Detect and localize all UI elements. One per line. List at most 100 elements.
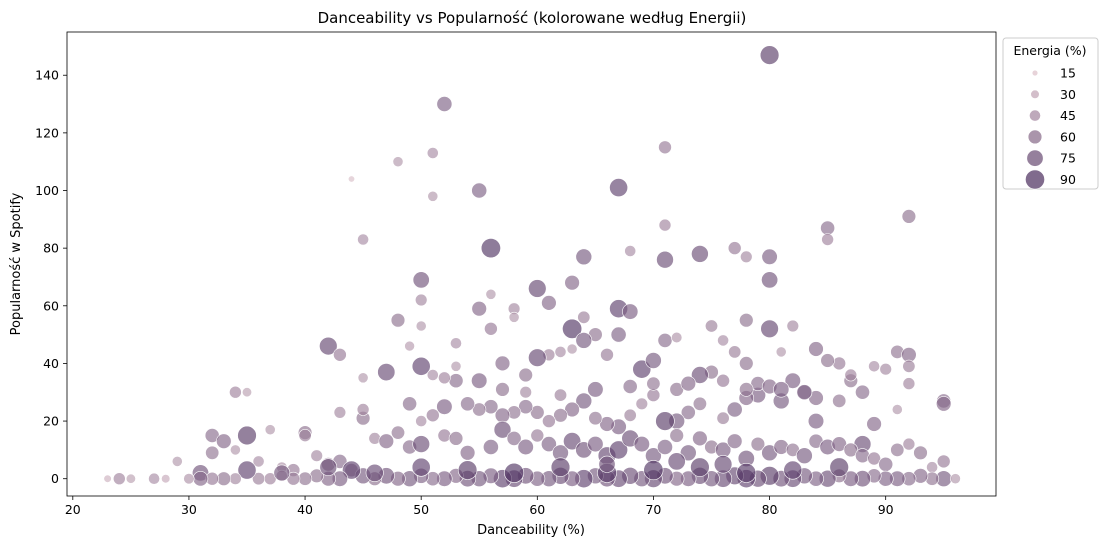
data-point [459, 445, 476, 461]
data-point [252, 455, 265, 468]
data-point [448, 373, 464, 389]
data-point [310, 449, 323, 462]
data-point [807, 413, 825, 430]
data-point [402, 396, 417, 412]
data-point [588, 411, 603, 426]
data-point [541, 436, 557, 452]
data-point [404, 340, 415, 352]
legend-item: 75 [1026, 149, 1076, 167]
x-tick-label: 80 [762, 502, 778, 517]
legend-marker [1025, 169, 1045, 190]
data-point [761, 271, 779, 289]
data-point [377, 363, 396, 382]
data-point [237, 460, 257, 480]
data-point [427, 190, 439, 202]
data-point [471, 372, 488, 389]
x-tick-label: 90 [878, 502, 894, 517]
data-point [902, 437, 916, 451]
data-point [633, 436, 650, 453]
data-point [483, 399, 499, 415]
data-point [415, 293, 428, 307]
data-point [587, 436, 604, 453]
data-point [879, 363, 892, 376]
data-point [736, 462, 757, 483]
x-tick-label: 70 [645, 502, 661, 517]
data-point [229, 472, 242, 485]
data-point [786, 319, 799, 333]
data-point [598, 455, 616, 473]
data-point [518, 399, 534, 415]
y-tick-label: 0 [51, 471, 59, 486]
y-axis: 0 20 40 60 80 100 120 140 [35, 68, 67, 486]
data-point [575, 392, 593, 410]
legend-label: 30 [1060, 87, 1076, 102]
data-point [457, 460, 478, 480]
data-point [229, 385, 242, 399]
data-point [392, 156, 404, 168]
y-tick-label: 20 [43, 414, 59, 429]
data-point [517, 438, 534, 456]
data-point [867, 451, 881, 466]
data-point [357, 372, 369, 384]
data-point [657, 332, 673, 348]
data-point [504, 462, 525, 483]
points-layer [103, 45, 961, 489]
x-tick-label: 40 [297, 502, 313, 517]
y-tick-label: 80 [43, 241, 59, 256]
data-point [237, 425, 257, 446]
data-point [415, 415, 428, 427]
data-point [680, 375, 696, 392]
legend-label: 15 [1060, 66, 1076, 81]
data-point [775, 346, 787, 358]
data-point [113, 472, 126, 486]
data-point [935, 396, 952, 412]
data-point [926, 461, 938, 474]
data-point [645, 352, 662, 369]
legend-item: 90 [1025, 169, 1076, 190]
data-point [216, 433, 232, 449]
x-tick-label: 60 [529, 502, 545, 517]
legend-marker [1027, 129, 1043, 145]
data-point [298, 428, 312, 442]
data-point [832, 393, 847, 408]
data-point [161, 474, 171, 484]
data-point [656, 250, 674, 269]
data-point [518, 367, 533, 383]
data-point [493, 420, 512, 439]
data-point [450, 337, 462, 350]
data-point [528, 279, 547, 298]
data-point [411, 356, 431, 376]
data-point [357, 233, 369, 246]
data-point [564, 275, 580, 291]
data-point [242, 387, 253, 398]
data-point [471, 301, 487, 317]
data-point [808, 341, 824, 357]
data-point [148, 472, 160, 485]
data-point [125, 473, 136, 484]
legend-item: 30 [1030, 87, 1076, 102]
plot-frame [66, 31, 997, 497]
data-point [378, 433, 394, 449]
data-point [575, 248, 593, 266]
data-point [635, 397, 648, 410]
data-point [739, 356, 754, 371]
data-point [562, 318, 583, 339]
data-point [412, 435, 431, 453]
data-point [646, 376, 661, 391]
data-point [599, 416, 615, 432]
data-point [554, 345, 567, 358]
data-point [692, 396, 707, 411]
data-point [482, 439, 499, 455]
data-point [542, 414, 556, 428]
data-point [519, 386, 532, 399]
data-point [669, 428, 684, 443]
data-point [692, 430, 708, 447]
data-point [667, 452, 686, 471]
data-point [622, 379, 638, 394]
data-point [437, 428, 452, 443]
data-point [192, 471, 209, 487]
data-point [750, 436, 766, 452]
data-point [485, 288, 497, 300]
data-point [566, 343, 578, 355]
data-point [347, 175, 355, 183]
